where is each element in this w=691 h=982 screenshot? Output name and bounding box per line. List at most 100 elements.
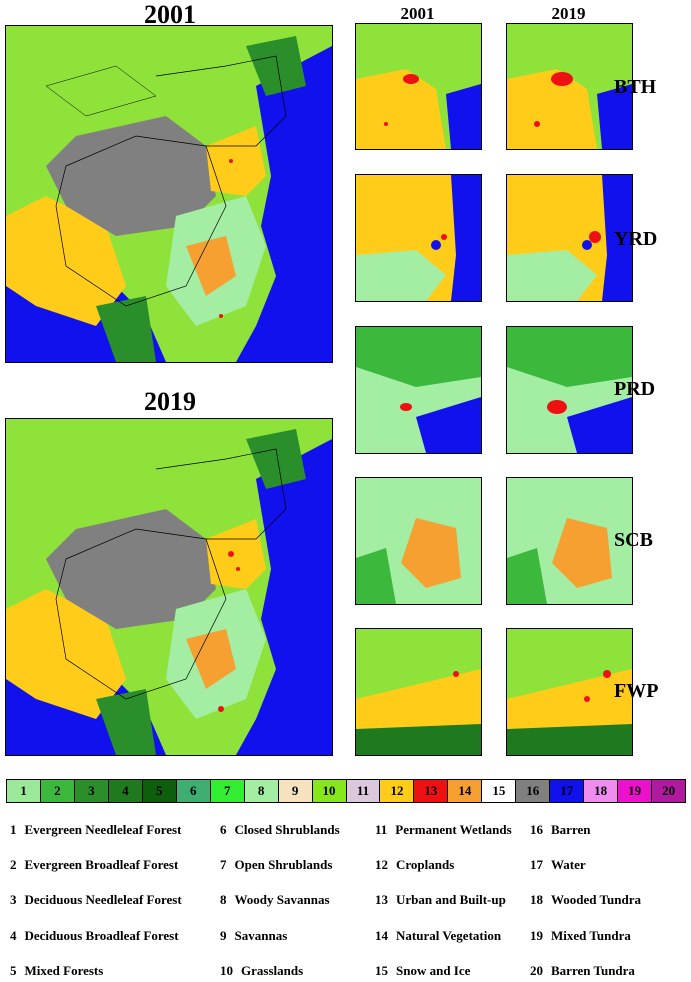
legend-item-code: 5 [10,963,17,978]
scb-map-2019 [506,477,633,605]
prd-map-2001 [355,326,482,454]
main-map-title-2019: 2019 [144,387,196,416]
legend-swatch-8: 8 [244,780,279,802]
legend-swatch-1: 1 [7,780,41,802]
legend-item-6: 6 Closed Shrublands [220,822,340,838]
legend-swatch-13: 13 [414,780,449,802]
main-map-2019 [5,418,333,756]
bth-map-2001 [355,23,482,150]
legend-swatch-10: 10 [312,780,347,802]
legend-item-label: Evergreen Needleleaf Forest [24,822,182,837]
bth-map-2019 [506,23,633,150]
legend-item-label: Croplands [396,857,455,872]
legend-swatch-7: 7 [210,780,245,802]
main-map-title-2001: 2001 [144,0,196,29]
legend-item-13: 13 Urban and Built-up [375,892,506,908]
legend-item-label: Savannas [234,928,288,943]
legend-item-code: 16 [530,822,543,837]
legend-item-label: Deciduous Needleleaf Forest [24,892,182,907]
legend-item-3: 3 Deciduous Needleleaf Forest [10,892,182,908]
legend-item-code: 11 [375,822,388,837]
legend-item-19: 19 Mixed Tundra [530,928,631,944]
legend-item-9: 9 Savannas [220,928,287,944]
legend-swatch-14: 14 [448,780,483,802]
legend-swatch-20: 20 [652,780,686,802]
legend-item-4: 4 Deciduous Broadleaf Forest [10,928,179,944]
legend-item-label: Woody Savannas [234,892,330,907]
column-title-2001: 2001 [400,4,435,23]
legend-item-label: Barren Tundra [551,963,635,978]
legend-swatch-19: 19 [618,780,653,802]
legend-item-label: Deciduous Broadleaf Forest [24,928,179,943]
legend-item-label: Wooded Tundra [551,892,641,907]
fwp-map-2019 [506,628,633,756]
legend-item-code: 17 [530,857,543,872]
legend-item-code: 7 [220,857,227,872]
main-map-2001 [5,25,333,363]
legend-item-label: Closed Shrublands [234,822,340,837]
yrd-map-2001 [355,174,482,302]
legend-item-7: 7 Open Shrublands [220,857,332,873]
legend-item-20: 20 Barren Tundra [530,963,635,979]
legend-item-code: 15 [375,963,388,978]
legend-item-5: 5 Mixed Forests [10,963,103,979]
legend-swatch-4: 4 [108,780,143,802]
legend-swatch-17: 17 [550,780,585,802]
legend-item-code: 14 [375,928,388,943]
legend-item-code: 4 [10,928,17,943]
region-label-prd: PRD [614,378,656,400]
legend-item-code: 3 [10,892,17,907]
legend-swatch-5: 5 [142,780,177,802]
legend-item-16: 16 Barren [530,822,590,838]
legend-item-code: 20 [530,963,543,978]
legend-item-label: Barren [551,822,591,837]
region-label-yrd: YRD [614,228,658,250]
legend-swatch-16: 16 [516,780,551,802]
legend-item-1: 1 Evergreen Needleleaf Forest [10,822,181,838]
legend-swatch-11: 11 [346,780,381,802]
region-label-scb: SCB [614,529,653,551]
legend-item-code: 2 [10,857,17,872]
yrd-map-2019 [506,174,633,302]
legend-item-label: Water [551,857,586,872]
legend-swatch-12: 12 [380,780,415,802]
region-label-bth: BTH [614,76,657,98]
legend-item-code: 10 [220,963,233,978]
column-title-2019: 2019 [551,4,586,23]
legend-swatch-15: 15 [482,780,517,802]
legend-item-10: 10 Grasslands [220,963,303,979]
legend-item-label: Evergreen Broadleaf Forest [24,857,179,872]
legend-item-label: Urban and Built-up [396,892,506,907]
legend-item-label: Natural Vegetation [396,928,502,943]
legend-item-code: 13 [375,892,388,907]
legend-item-code: 8 [220,892,227,907]
legend-item-17: 17 Water [530,857,586,873]
legend-item-15: 15 Snow and Ice [375,963,470,979]
legend-item-code: 19 [530,928,543,943]
region-label-fwp: FWP [614,680,659,702]
legend-item-code: 18 [530,892,543,907]
legend-item-8: 8 Woody Savannas [220,892,330,908]
legend-item-2: 2 Evergreen Broadleaf Forest [10,857,178,873]
legend-item-code: 6 [220,822,227,837]
legend-item-code: 12 [375,857,388,872]
legend-swatch-18: 18 [584,780,619,802]
legend-swatch-2: 2 [40,780,75,802]
legend-item-label: Grasslands [241,963,304,978]
legend-swatch-6: 6 [176,780,211,802]
legend-item-label: Permanent Wetlands [395,822,512,837]
legend-item-11: 11 Permanent Wetlands [375,822,512,838]
scb-map-2001 [355,477,482,605]
legend-item-12: 12 Croplands [375,857,454,873]
legend-item-code: 9 [220,928,227,943]
legend-item-18: 18 Wooded Tundra [530,892,641,908]
legend-item-label: Mixed Forests [24,963,104,978]
legend-item-label: Mixed Tundra [551,928,631,943]
legend-list: 1 Evergreen Needleleaf Forest 2 Evergreen B… [10,822,690,982]
legend-item-code: 1 [10,822,17,837]
legend-color-bar: 1 2 3 4 5 6 7 8 9 10 11 12 13 14 15 16 17 18 19 20 [6,779,686,803]
legend-swatch-3: 3 [74,780,109,802]
fwp-map-2001 [355,628,482,756]
legend-item-label: Open Shrublands [234,857,333,872]
prd-map-2019 [506,326,633,454]
